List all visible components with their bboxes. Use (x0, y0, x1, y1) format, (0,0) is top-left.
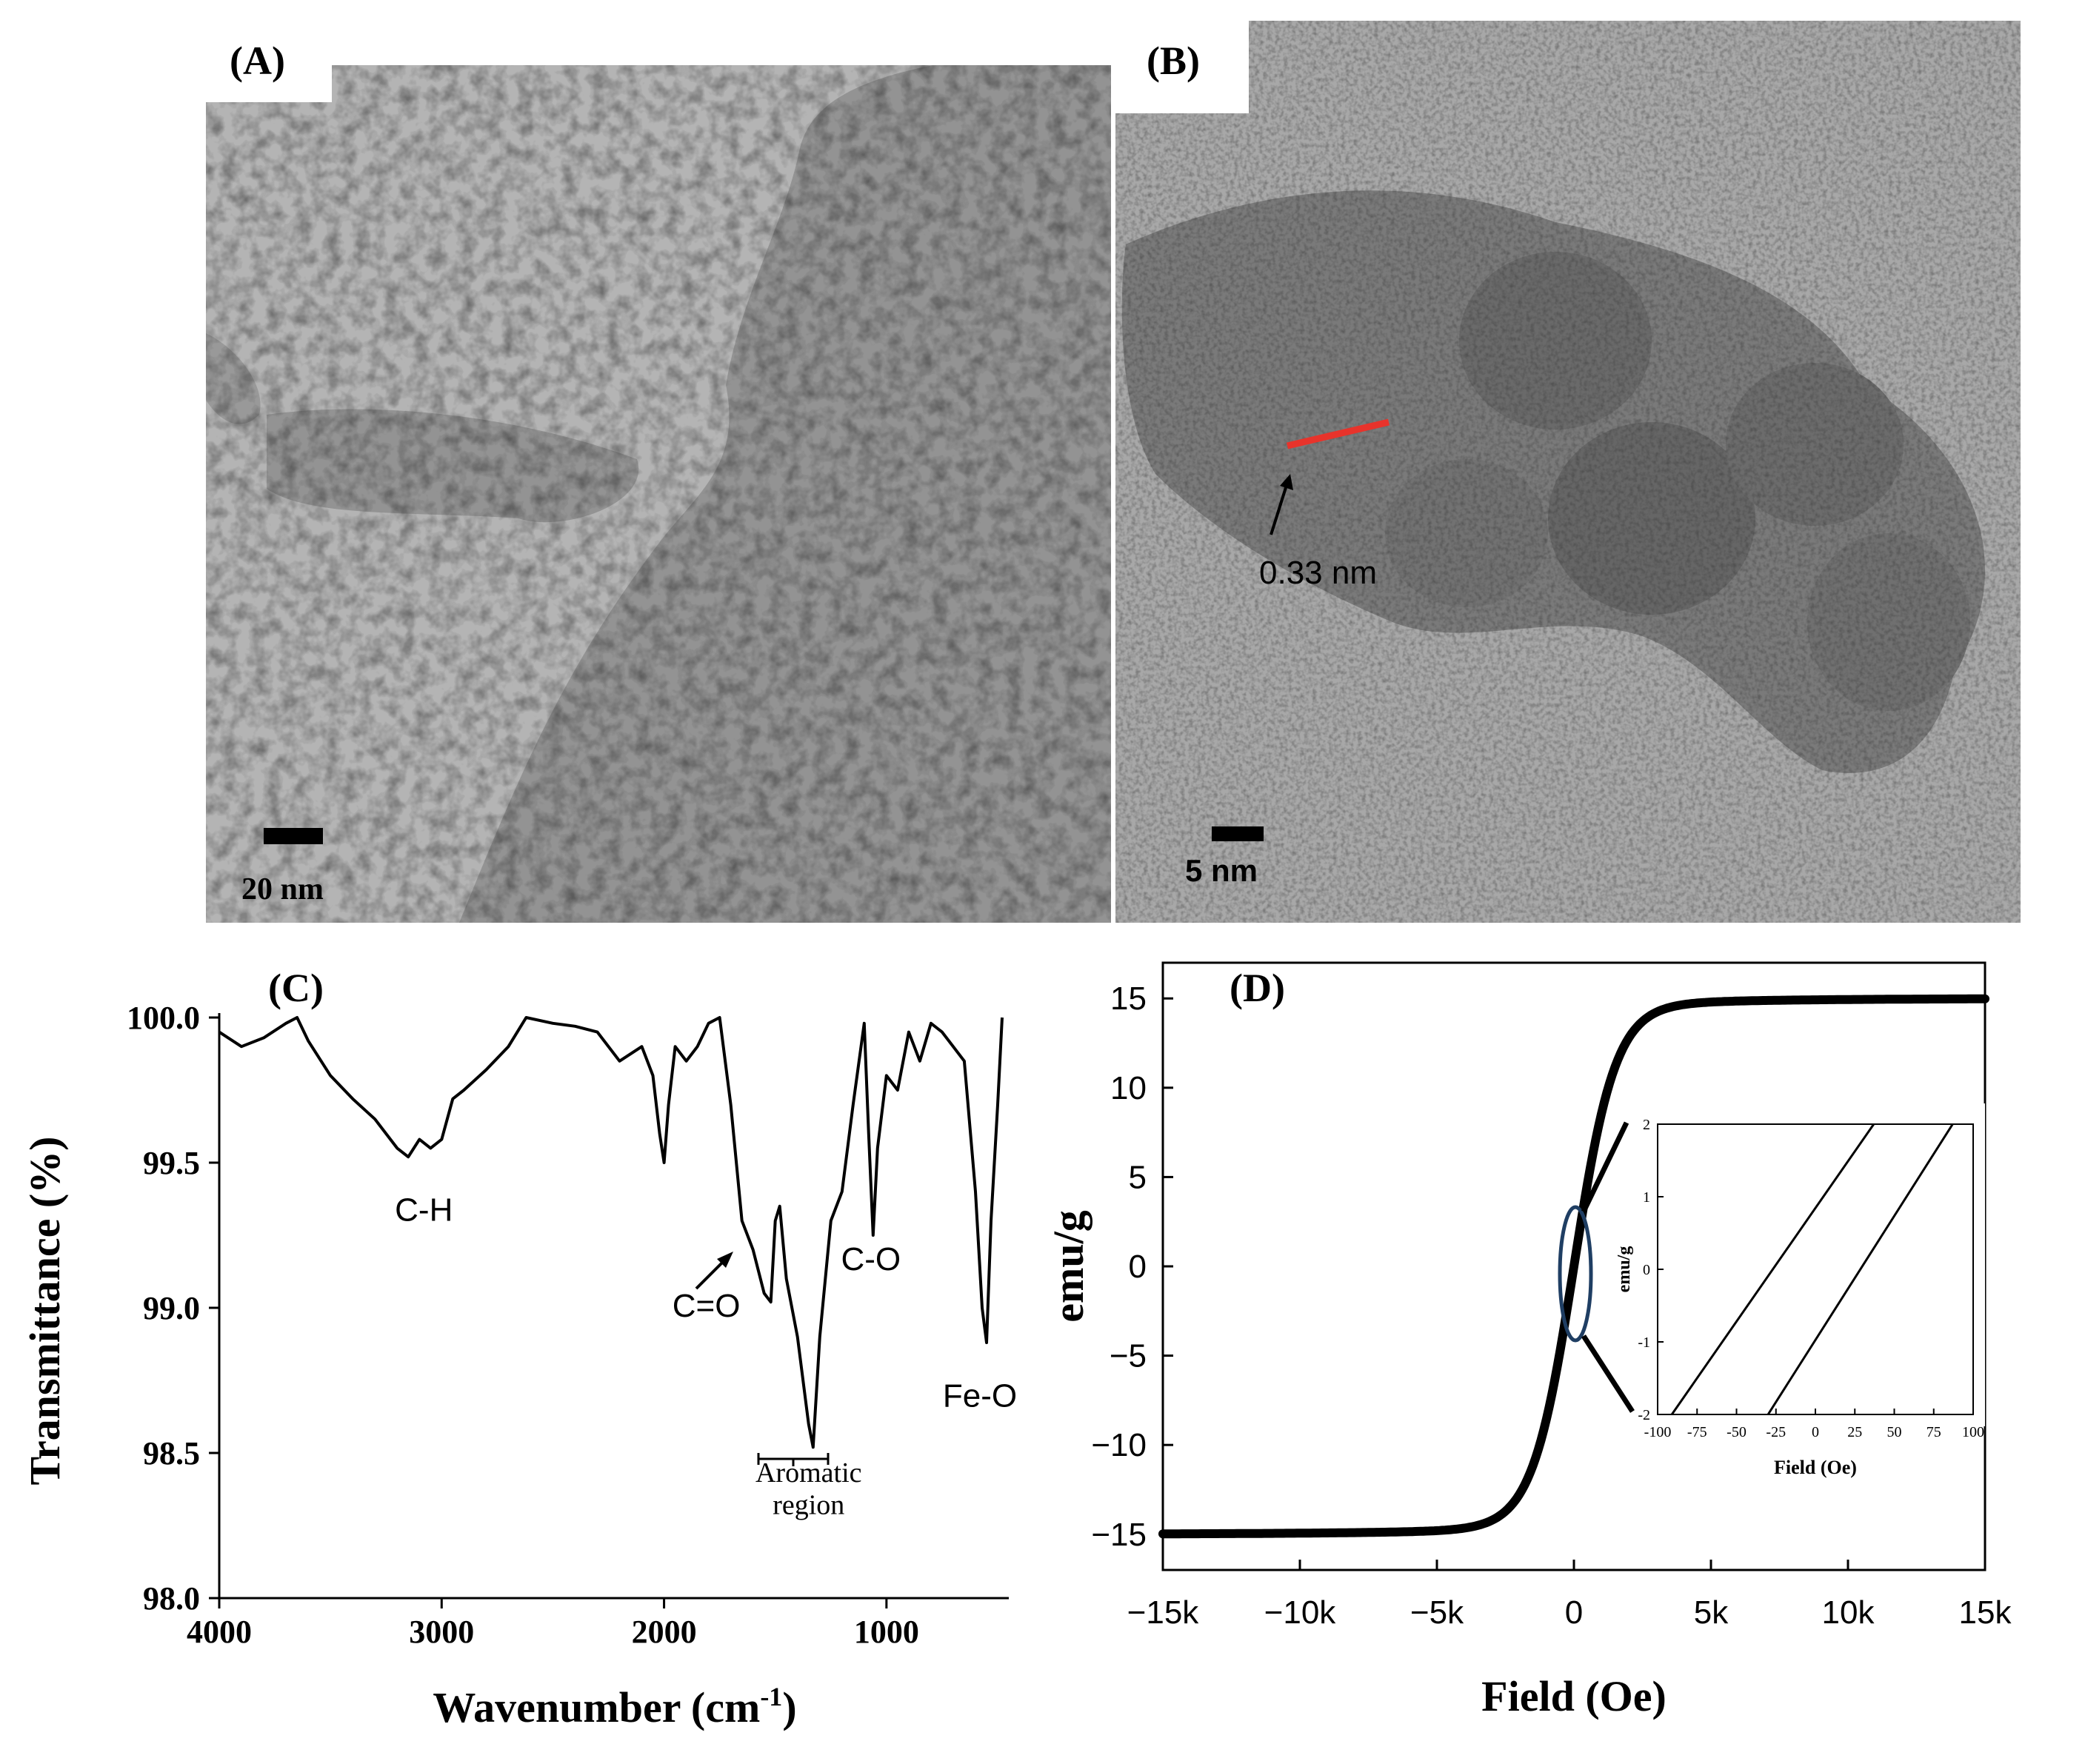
panel-a-scale-bar (264, 828, 323, 844)
inset-x-label: Field (Oe) (1774, 1457, 1857, 1478)
panel-c-y-tick-label: 98.0 (143, 1580, 200, 1617)
panel-c-x-tick-label: 1000 (854, 1614, 919, 1650)
inset-x-tick-label: -25 (1766, 1424, 1786, 1440)
panel-c-peak-label: region (773, 1489, 844, 1520)
panel-d-x-tick-label: −5k (1410, 1594, 1464, 1631)
inset-x-tick-label: 75 (1926, 1424, 1941, 1440)
panel-d-label: (D) (1230, 966, 1285, 1010)
inset-y-label: emu/g (1615, 1246, 1634, 1293)
panel-c-y-tick-label: 99.0 (143, 1290, 200, 1326)
panel-d-y-tick-label: −15 (1091, 1517, 1147, 1553)
inset-branch-1 (1670, 1123, 1875, 1415)
panel-d-inset: -100 -75 -50 -25 0 25 50 75 100 -2 -1 0 1 2 Field (O… (1615, 1103, 1985, 1478)
panel-c-y-tick-label: 99.5 (143, 1145, 200, 1181)
inset-y-tick-label: 0 (1643, 1262, 1650, 1278)
panel-d-hysteresis-curve (1158, 994, 1989, 1539)
panel-d-x-label: Field (Oe) (1481, 1672, 1667, 1720)
panel-c-y-label: Transmittance (%) (21, 1137, 69, 1486)
inset-x-tick-label: 50 (1887, 1424, 1902, 1440)
zoom-line-top (1581, 1121, 1629, 1213)
panel-c-y-tick-label: 100.0 (127, 1000, 200, 1036)
panel-c-y-tick-label: 98.5 (143, 1435, 200, 1471)
panel-d-y-tick-label: 5 (1129, 1159, 1147, 1195)
panel-c-peak-label: C-O (841, 1241, 901, 1277)
panel-a-label: (A) (230, 39, 285, 83)
inset-y-tick-label: 2 (1643, 1117, 1650, 1133)
panel-d-y-tick-label: −5 (1110, 1338, 1147, 1374)
panel-c-x-tick-label: 4000 (187, 1614, 252, 1650)
panel-a-tem-image: (A) 20 nm (206, 21, 1111, 923)
inset-x-tick-label: 25 (1847, 1424, 1862, 1440)
inset-x-tick-label: 0 (1812, 1424, 1819, 1440)
inset-y-tick-label: -2 (1638, 1407, 1650, 1423)
panel-d-x-tick-label: 0 (1565, 1594, 1583, 1631)
panel-d-x-tick-label: −15k (1127, 1594, 1200, 1631)
panel-d-x-tick-label: 10k (1822, 1594, 1875, 1631)
panel-d-x-tick-label: −10k (1264, 1594, 1337, 1631)
panel-c-ftir-chart: (C) 4000 3000 2000 1000 98.0 98.5 99.0 99.5 100… (21, 966, 1017, 1731)
panel-d-y-tick-label: 0 (1129, 1249, 1147, 1285)
inset-y-tick-label: -1 (1638, 1334, 1650, 1351)
inset-y-tick-label: 1 (1643, 1189, 1650, 1206)
inset-x-tick-label: -50 (1727, 1424, 1747, 1440)
panel-d-y-tick-label: 10 (1110, 1070, 1147, 1106)
panel-c-peak-label: C-H (395, 1192, 453, 1228)
panel-d-magnetization-chart: (D) −15k −10k −5k 0 5k 10k 15k −15−10−5051015 … (1044, 961, 2012, 1720)
lattice-fringe-marker (1286, 418, 1390, 450)
panel-d-x-tick-label: 5k (1694, 1594, 1729, 1631)
inset-x-tick-label: -100 (1644, 1424, 1672, 1440)
panel-c-label: (C) (268, 966, 324, 1010)
panel-b-hrtem-image: (B) 0.33 nm 5 nm (1115, 21, 2021, 923)
zoom-region-ellipse (1558, 1205, 1593, 1343)
panel-d-y-tick-label: −10 (1091, 1427, 1147, 1463)
panel-c-x-label: Wavenumber (cm-1) (433, 1682, 796, 1731)
panel-a-scale-label: 20 nm (241, 872, 324, 906)
inset-x-tick-label: 100 (1962, 1424, 1984, 1440)
panel-b-scale-bar (1212, 826, 1264, 841)
annotation-arrow (1270, 482, 1289, 535)
panel-c-x-tick-label: 3000 (409, 1614, 474, 1650)
inset-x-tick-label: -75 (1687, 1424, 1707, 1440)
panel-c-x-tick-label: 2000 (632, 1614, 697, 1650)
c-o-arrow (695, 1259, 726, 1290)
panel-d-y-tick-label: 15 (1110, 980, 1147, 1017)
aromatic-region-bracket (757, 1453, 830, 1466)
panel-c-peak-label: Aromatic (755, 1457, 862, 1489)
panel-c-peak-label: C=O (673, 1288, 741, 1324)
zoom-line-bottom (1581, 1334, 1635, 1413)
panel-c-ftir-spectrum (218, 1016, 1004, 1449)
lattice-spacing-label: 0.33 nm (1259, 555, 1377, 591)
inset-branch-2 (1767, 1123, 1954, 1415)
panel-d-y-label: emu/g (1044, 1210, 1092, 1322)
panel-d-x-tick-label: 15k (1959, 1594, 2012, 1631)
panel-b-label: (B) (1147, 39, 1200, 83)
panel-b-scale-label: 5 nm (1185, 853, 1258, 888)
panel-c-peak-label: Fe-O (943, 1377, 1017, 1414)
